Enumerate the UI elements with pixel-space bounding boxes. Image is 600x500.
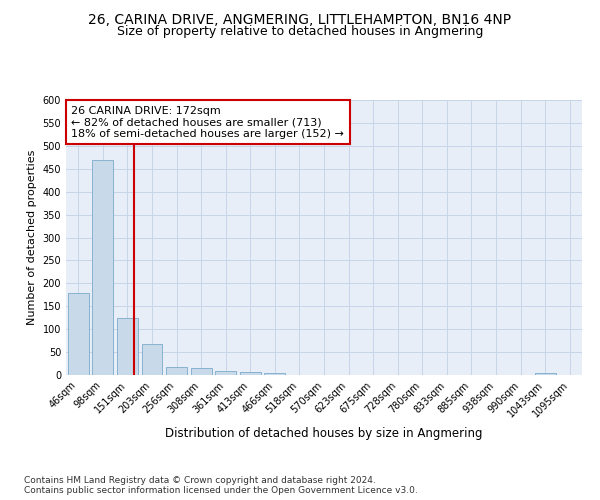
Bar bbox=[142, 344, 163, 375]
Text: 26 CARINA DRIVE: 172sqm
← 82% of detached houses are smaller (713)
18% of semi-d: 26 CARINA DRIVE: 172sqm ← 82% of detache… bbox=[71, 106, 344, 138]
Bar bbox=[191, 368, 212, 375]
Bar bbox=[265, 372, 286, 375]
Bar bbox=[68, 294, 89, 375]
Text: 26, CARINA DRIVE, ANGMERING, LITTLEHAMPTON, BN16 4NP: 26, CARINA DRIVE, ANGMERING, LITTLEHAMPT… bbox=[88, 12, 512, 26]
Bar bbox=[117, 318, 138, 375]
Bar bbox=[240, 372, 261, 375]
X-axis label: Distribution of detached houses by size in Angmering: Distribution of detached houses by size … bbox=[165, 428, 483, 440]
Bar bbox=[215, 372, 236, 375]
Bar bbox=[166, 367, 187, 375]
Bar bbox=[535, 372, 556, 375]
Text: Size of property relative to detached houses in Angmering: Size of property relative to detached ho… bbox=[117, 25, 483, 38]
Bar bbox=[92, 160, 113, 375]
Y-axis label: Number of detached properties: Number of detached properties bbox=[27, 150, 37, 325]
Text: Contains HM Land Registry data © Crown copyright and database right 2024.
Contai: Contains HM Land Registry data © Crown c… bbox=[24, 476, 418, 495]
